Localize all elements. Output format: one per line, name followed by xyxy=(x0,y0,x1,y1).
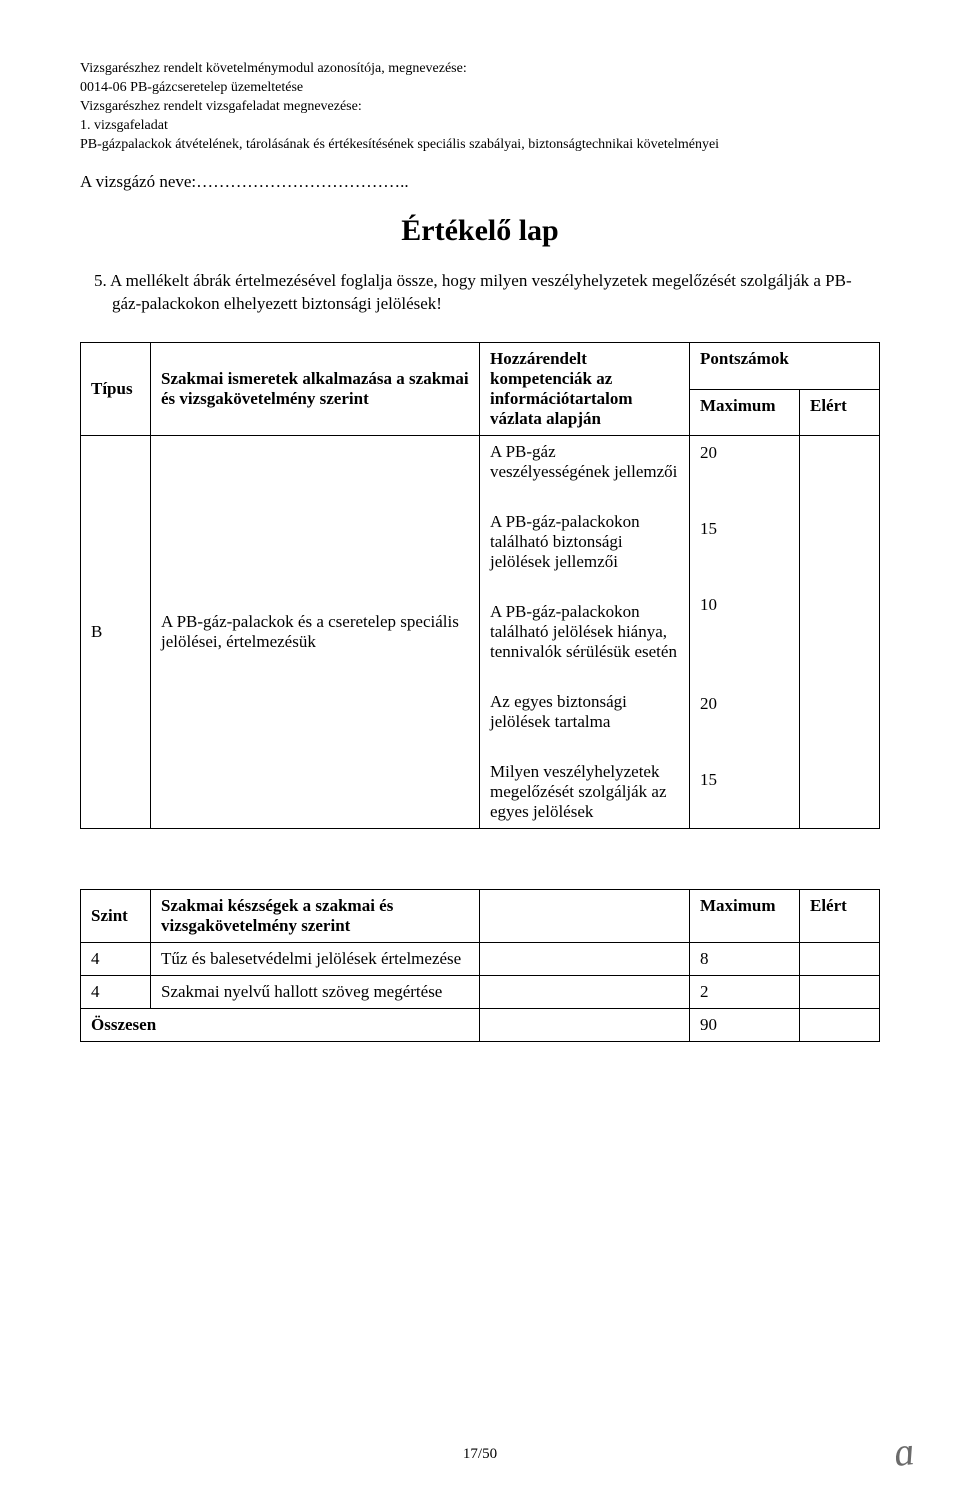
cell-elert xyxy=(800,943,880,976)
table-row: 4 Szakmai nyelvű hallott szöveg megértés… xyxy=(81,976,880,1009)
header-line-1: Vizsgarészhez rendelt követelménymodul a… xyxy=(80,60,880,79)
cell-szakmai: A PB-gáz-palackok és a cseretelep speciá… xyxy=(151,436,480,829)
cell-blank xyxy=(480,976,690,1009)
task-description: 5. A mellékelt ábrák értelmezésével fogl… xyxy=(80,270,880,316)
col-header-tipus: Típus xyxy=(81,343,151,436)
header-line-2: 0014-06 PB-gázcseretelep üzemeltetése xyxy=(80,79,880,98)
page-number: 17/50 xyxy=(0,1446,960,1463)
cell-szint: 4 xyxy=(81,976,151,1009)
criteria-item: Milyen veszélyhelyzetek megelőzését szol… xyxy=(490,762,679,822)
score-value: 10 xyxy=(700,571,789,617)
col-header-keszseg: Szakmai készségek a szakmai és vizsgaköv… xyxy=(151,890,480,943)
col-header-szint: Szint xyxy=(81,890,151,943)
header-line-5: PB-gázpalackok átvételének, tárolásának … xyxy=(80,136,880,155)
cell-max-scores: 20 15 10 20 15 xyxy=(690,436,800,829)
table-header-row: Típus Szakmai ismeretek alkalmazása a sz… xyxy=(81,343,880,390)
cell-max: 2 xyxy=(690,976,800,1009)
cell-criteria: A PB-gáz veszélyességének jellemzői A PB… xyxy=(480,436,690,829)
score-value: 20 xyxy=(700,647,789,716)
col-header-hozz: Hozzárendelt kompetenciák az információt… xyxy=(480,343,690,436)
header-line-3: Vizsgarészhez rendelt vizsgafeladat megn… xyxy=(80,98,880,117)
page-title: Értékelő lap xyxy=(80,214,880,248)
criteria-item: Az egyes biztonsági jelölések tartalma xyxy=(490,692,679,732)
table-header-row: Szint Szakmai készségek a szakmai és viz… xyxy=(81,890,880,943)
table-row: B A PB-gáz-palackok és a cseretelep spec… xyxy=(81,436,880,829)
examinee-name-field: A vizsgázó neve:……………………………….. xyxy=(80,172,880,192)
cell-elert xyxy=(800,1009,880,1042)
table-total-row: Összesen 90 xyxy=(81,1009,880,1042)
cell-blank xyxy=(480,943,690,976)
col-header-max: Maximum xyxy=(690,389,800,436)
document-header: Vizsgarészhez rendelt követelménymodul a… xyxy=(80,60,880,154)
criteria-item: A PB-gáz-palackokon található jelölések … xyxy=(490,602,679,662)
score-value: 15 xyxy=(700,746,789,792)
footer-glyph-icon: ɑ xyxy=(892,1427,917,1476)
cell-total-label: Összesen xyxy=(81,1009,480,1042)
cell-max: 8 xyxy=(690,943,800,976)
cell-tipus: B xyxy=(81,436,151,829)
scoring-table-2: Szint Szakmai készségek a szakmai és viz… xyxy=(80,889,880,1042)
cell-total-value: 90 xyxy=(690,1009,800,1042)
score-value: 20 xyxy=(700,442,789,465)
cell-blank xyxy=(480,1009,690,1042)
col-header-blank xyxy=(480,890,690,943)
cell-elert xyxy=(800,976,880,1009)
header-line-4: 1. vizsgafeladat xyxy=(80,117,880,136)
col-header-max-2: Maximum xyxy=(690,890,800,943)
cell-elert xyxy=(800,436,880,829)
col-header-elert: Elért xyxy=(800,389,880,436)
table-row: 4 Tűz és balesetvédelmi jelölések értelm… xyxy=(81,943,880,976)
cell-keszseg: Tűz és balesetvédelmi jelölések értelmez… xyxy=(151,943,480,976)
criteria-item: A PB-gáz-palackokon található biztonsági… xyxy=(490,512,679,572)
col-header-pontszamok: Pontszámok xyxy=(690,343,880,390)
cell-keszseg: Szakmai nyelvű hallott szöveg megértése xyxy=(151,976,480,1009)
scoring-table-1: Típus Szakmai ismeretek alkalmazása a sz… xyxy=(80,342,880,829)
col-header-elert-2: Elért xyxy=(800,890,880,943)
cell-szint: 4 xyxy=(81,943,151,976)
criteria-item: A PB-gáz veszélyességének jellemzői xyxy=(490,442,679,482)
score-value: 15 xyxy=(700,495,789,541)
col-header-szakmai: Szakmai ismeretek alkalmazása a szakmai … xyxy=(151,343,480,436)
